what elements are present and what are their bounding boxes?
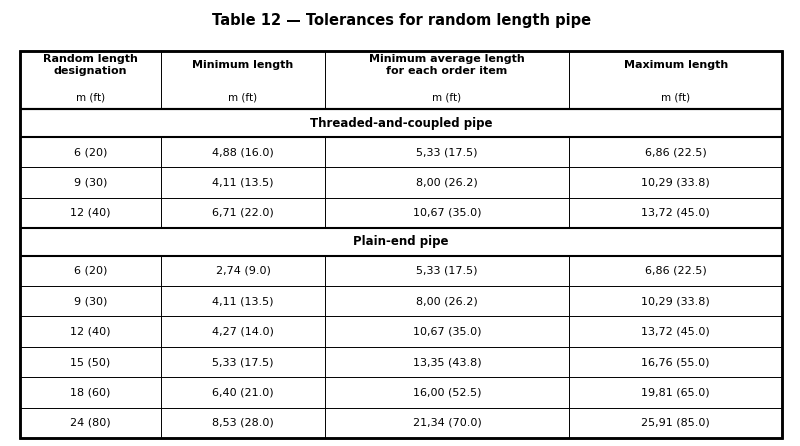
Text: 12 (40): 12 (40) [70,208,110,218]
Text: 10,67 (35.0): 10,67 (35.0) [413,208,481,218]
Text: 10,29 (33.8): 10,29 (33.8) [642,178,710,187]
Text: 24 (80): 24 (80) [70,418,111,428]
Text: Plain-end pipe: Plain-end pipe [354,235,449,248]
Text: 16,76 (55.0): 16,76 (55.0) [642,357,710,367]
Text: 6,40 (21.0): 6,40 (21.0) [212,388,274,397]
Text: 8,00 (26.2): 8,00 (26.2) [416,296,478,306]
Text: Table 12 — Tolerances for random length pipe: Table 12 — Tolerances for random length … [212,12,590,28]
Text: 5,33 (17.5): 5,33 (17.5) [416,266,478,276]
Text: 12 (40): 12 (40) [70,326,110,337]
Bar [20,51,782,438]
Text: 13,72 (45.0): 13,72 (45.0) [642,326,710,337]
Text: 4,11 (13.5): 4,11 (13.5) [212,296,274,306]
Text: m (ft): m (ft) [661,93,690,103]
Text: 4,27 (14.0): 4,27 (14.0) [212,326,274,337]
Text: 6,71 (22.0): 6,71 (22.0) [212,208,274,218]
Text: 8,00 (26.2): 8,00 (26.2) [416,178,478,187]
Text: m (ft): m (ft) [229,93,258,103]
Text: 6,86 (22.5): 6,86 (22.5) [645,147,706,157]
Text: 5,33 (17.5): 5,33 (17.5) [212,357,274,367]
Text: m (ft): m (ft) [432,93,462,103]
Text: 18 (60): 18 (60) [70,388,110,397]
Text: 2,74 (9.0): 2,74 (9.0) [215,266,270,276]
Text: 5,33 (17.5): 5,33 (17.5) [416,147,478,157]
Text: Minimum average length
for each order item: Minimum average length for each order it… [369,54,525,76]
Bar [20,51,782,438]
Text: 4,88 (16.0): 4,88 (16.0) [212,147,274,157]
Text: 6,86 (22.5): 6,86 (22.5) [645,266,706,276]
Text: 19,81 (65.0): 19,81 (65.0) [642,388,710,397]
Text: 9 (30): 9 (30) [74,296,107,306]
Text: 6 (20): 6 (20) [74,147,107,157]
Text: Random length
designation: Random length designation [43,54,138,76]
Text: Maximum length: Maximum length [623,60,728,70]
Text: 15 (50): 15 (50) [70,357,110,367]
Text: 13,72 (45.0): 13,72 (45.0) [642,208,710,218]
Text: 13,35 (43.8): 13,35 (43.8) [413,357,482,367]
Text: 25,91 (85.0): 25,91 (85.0) [642,418,710,428]
Text: 6 (20): 6 (20) [74,266,107,276]
Text: 16,00 (52.5): 16,00 (52.5) [413,388,481,397]
Text: 8,53 (28.0): 8,53 (28.0) [212,418,274,428]
Text: 9 (30): 9 (30) [74,178,107,187]
Text: 10,67 (35.0): 10,67 (35.0) [413,326,481,337]
Text: 21,34 (70.0): 21,34 (70.0) [413,418,482,428]
Text: 4,11 (13.5): 4,11 (13.5) [212,178,274,187]
Text: Minimum length: Minimum length [192,60,294,70]
Text: Threaded-and-coupled pipe: Threaded-and-coupled pipe [310,116,493,130]
Text: 10,29 (33.8): 10,29 (33.8) [642,296,710,306]
Text: m (ft): m (ft) [76,93,105,103]
